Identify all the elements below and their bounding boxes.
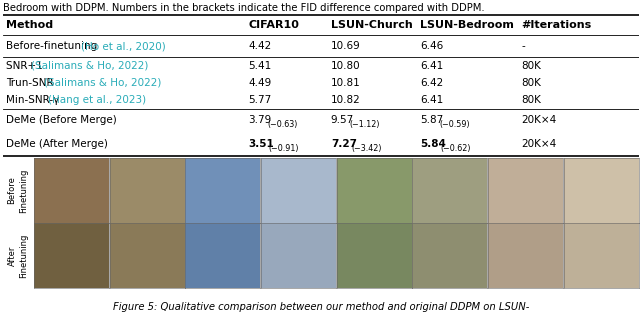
Text: (Salimans & Ho, 2022): (Salimans & Ho, 2022)	[31, 61, 148, 71]
Text: 10.80: 10.80	[331, 61, 360, 71]
Text: 10.82: 10.82	[331, 95, 360, 105]
Text: 5.87: 5.87	[420, 116, 443, 126]
Text: (−3.42): (−3.42)	[351, 144, 382, 153]
Text: 6.41: 6.41	[420, 61, 443, 71]
Text: After
Finetuning: After Finetuning	[8, 233, 28, 278]
Text: 80K: 80K	[522, 61, 541, 71]
Text: LSUN-Bedroom: LSUN-Bedroom	[420, 20, 514, 30]
Text: SNR+1: SNR+1	[6, 61, 46, 71]
Text: 6.46: 6.46	[420, 41, 443, 51]
Text: 3.79: 3.79	[248, 116, 271, 126]
Text: 5.84: 5.84	[420, 139, 445, 149]
Text: 10.69: 10.69	[331, 41, 360, 51]
Text: #Iterations: #Iterations	[522, 20, 592, 30]
Text: 20K×4: 20K×4	[522, 116, 557, 126]
Text: (Salimans & Ho, 2022): (Salimans & Ho, 2022)	[44, 78, 161, 88]
Text: 80K: 80K	[522, 95, 541, 105]
Text: 4.49: 4.49	[248, 78, 271, 88]
Text: Bedroom with DDPM. Numbers in the brackets indicate the FID difference compared : Bedroom with DDPM. Numbers in the bracke…	[3, 3, 485, 13]
Text: LSUN-Church: LSUN-Church	[331, 20, 413, 30]
Text: Trun-SNR: Trun-SNR	[6, 78, 57, 88]
Text: (Ho et al., 2020): (Ho et al., 2020)	[81, 41, 165, 51]
Text: -: -	[522, 41, 525, 51]
Text: 20K×4: 20K×4	[522, 139, 557, 149]
Text: DeMe (After Merge): DeMe (After Merge)	[6, 139, 108, 149]
Text: (−0.62): (−0.62)	[440, 144, 471, 153]
Text: Figure 5: Qualitative comparison between our method and original DDPM on LSUN-: Figure 5: Qualitative comparison between…	[113, 302, 529, 312]
Text: 6.42: 6.42	[420, 78, 443, 88]
Text: 5.77: 5.77	[248, 95, 271, 105]
Text: 6.41: 6.41	[420, 95, 443, 105]
Text: DeMe (Before Merge): DeMe (Before Merge)	[6, 116, 117, 126]
Text: Before-finetuning: Before-finetuning	[6, 41, 101, 51]
Text: (−1.12): (−1.12)	[350, 120, 380, 129]
Text: 7.27: 7.27	[331, 139, 357, 149]
Text: (Hang et al., 2023): (Hang et al., 2023)	[47, 95, 146, 105]
Text: 9.57: 9.57	[331, 116, 354, 126]
Text: Before
Finetuning: Before Finetuning	[8, 168, 28, 213]
Text: (−0.59): (−0.59)	[439, 120, 470, 129]
Text: (−0.91): (−0.91)	[269, 144, 300, 153]
Text: 80K: 80K	[522, 78, 541, 88]
Text: Method: Method	[6, 20, 54, 30]
Text: 3.51: 3.51	[248, 139, 274, 149]
Text: (−0.63): (−0.63)	[267, 120, 298, 129]
Text: 10.81: 10.81	[331, 78, 360, 88]
Text: CIFAR10: CIFAR10	[248, 20, 299, 30]
Text: 5.41: 5.41	[248, 61, 271, 71]
Text: 4.42: 4.42	[248, 41, 271, 51]
Text: Min-SNR-γ: Min-SNR-γ	[6, 95, 63, 105]
